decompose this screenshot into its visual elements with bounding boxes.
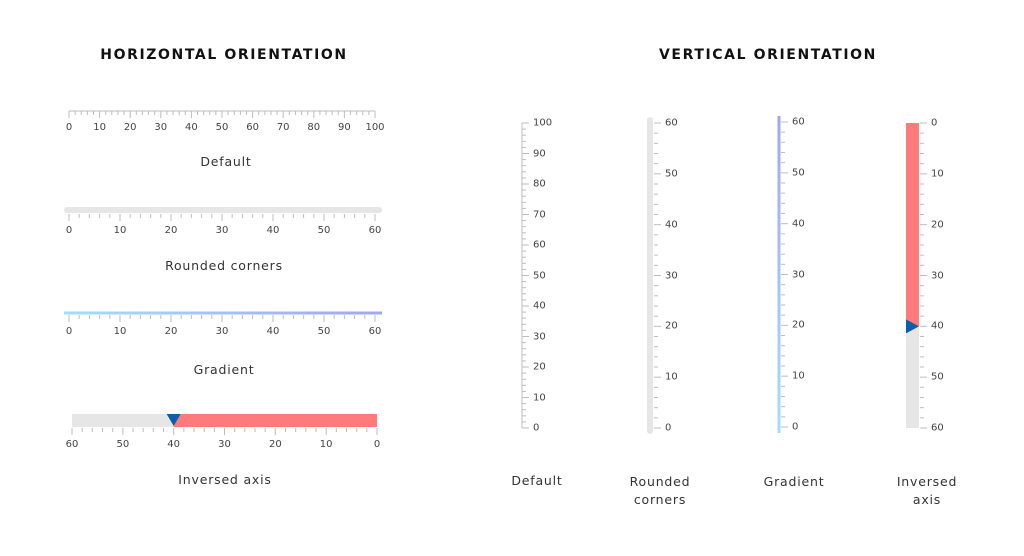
tick-label: 30: [154, 122, 168, 133]
tick-label: 10: [93, 122, 106, 133]
tick-label: 40: [185, 122, 198, 133]
horizontal-gradient-gauge: 0 10 20 30 40 50 60: [60, 302, 390, 352]
vertical-rounded-gauge: 0 10 20 30 40 50 60: [630, 111, 710, 441]
gauge-pointer: [906, 319, 919, 334]
tick-label: 10: [792, 370, 805, 382]
horizontal-default-caption: Default: [200, 154, 252, 169]
tick-label: 10: [533, 392, 546, 403]
tick-label: 40: [266, 326, 280, 337]
tick-label: 20: [123, 122, 137, 133]
horizontal-default-gauge: 0 10 20 30 40 50 60 70 80 90 100: [60, 100, 390, 150]
tick-label: 20: [164, 225, 178, 236]
tick-label: 90: [533, 148, 546, 159]
gauge-pointer: [166, 414, 181, 426]
gauge-range-bar: [173, 414, 377, 427]
tick-label: 60: [65, 439, 79, 450]
tick-label: 70: [533, 209, 546, 220]
tick-label: 30: [215, 225, 229, 236]
tick-label: 40: [792, 218, 805, 230]
tick-label: 0: [931, 117, 938, 129]
tick-label: 50: [665, 168, 678, 180]
tick-label: 50: [931, 371, 944, 383]
tick-label: 100: [365, 122, 385, 133]
tick-label: 30: [931, 270, 944, 281]
gauge-range-bar: [906, 123, 919, 327]
horizontal-orientation-title: HORIZONTAL ORIENTATION: [100, 47, 348, 63]
tick-label: 40: [931, 320, 944, 332]
vertical-default-gauge: 0 10 20 30 40 50 60 70 80 90 100: [502, 111, 582, 441]
tick-label: 50: [533, 270, 546, 281]
tick-label: 50: [215, 122, 229, 133]
tick-label: 60: [665, 117, 678, 129]
tick-label: 0: [665, 422, 672, 434]
tick-label: 40: [167, 439, 181, 450]
tick-label: 20: [533, 361, 546, 373]
tick-label: 60: [931, 422, 944, 434]
horizontal-rounded-gauge: 0 10 20 30 40 50 60: [60, 200, 390, 250]
tick-label: 20: [792, 319, 805, 331]
tick-label: 30: [215, 326, 229, 337]
tick-label: 60: [368, 225, 382, 236]
gauge-track: [64, 311, 382, 315]
tick-label: 50: [792, 167, 805, 179]
tick-label: 0: [533, 422, 540, 434]
horizontal-inversed-gauge: 60 50 40 30 20 10 0: [60, 408, 390, 458]
tick-label: 20: [268, 439, 282, 450]
tick-label: 40: [266, 225, 280, 236]
vertical-orientation-title: VERTICAL ORIENTATION: [659, 47, 877, 63]
vertical-inversed-caption: Inversed axis: [896, 474, 958, 507]
tick-label: 60: [533, 239, 546, 251]
gauge-track: [647, 117, 653, 434]
tick-label: 20: [164, 326, 178, 337]
tick-label: 60: [792, 116, 805, 128]
gauge-track: [64, 207, 382, 213]
tick-label: 30: [218, 439, 231, 450]
tick-label: 0: [373, 439, 381, 450]
tick-label: 70: [276, 122, 290, 133]
vertical-rounded-caption: Rounded corners: [629, 474, 691, 507]
tick-label: 50: [317, 326, 331, 337]
tick-label: 30: [792, 269, 805, 280]
tick-label: 80: [307, 122, 321, 133]
tick-label: 100: [533, 117, 553, 129]
tick-label: 10: [319, 439, 333, 450]
tick-label: 50: [317, 225, 331, 236]
tick-label: 40: [533, 300, 546, 312]
tick-label: 60: [246, 122, 259, 133]
tick-label: 30: [533, 331, 546, 342]
tick-label: 40: [665, 219, 678, 231]
tick-label: 10: [931, 168, 944, 180]
gauge-track: [777, 116, 781, 433]
tick-label: 30: [665, 270, 678, 281]
tick-label: 20: [665, 320, 678, 332]
horizontal-gradient-caption: Gradient: [193, 362, 255, 377]
tick-label: 80: [533, 178, 546, 190]
tick-label: 0: [792, 421, 799, 433]
tick-label: 10: [113, 225, 127, 236]
tick-label: 10: [113, 326, 127, 337]
vertical-gradient-caption: Gradient: [763, 474, 825, 489]
tick-label: 90: [338, 122, 351, 133]
vertical-inversed-gauge: 60 50 40 30 20 10 0: [893, 111, 973, 441]
horizontal-rounded-caption: Rounded corners: [165, 258, 283, 273]
tick-label: 50: [116, 439, 130, 450]
tick-label: 0: [65, 225, 73, 236]
tick-label: 0: [65, 122, 73, 133]
vertical-default-caption: Default: [511, 473, 563, 488]
tick-label: 60: [368, 326, 382, 337]
tick-label: 10: [665, 371, 678, 383]
tick-label: 20: [931, 219, 944, 231]
horizontal-inversed-caption: Inversed axis: [178, 472, 272, 487]
vertical-gradient-gauge: 0 10 20 30 40 50 60: [759, 110, 839, 440]
tick-label: 0: [65, 326, 73, 337]
